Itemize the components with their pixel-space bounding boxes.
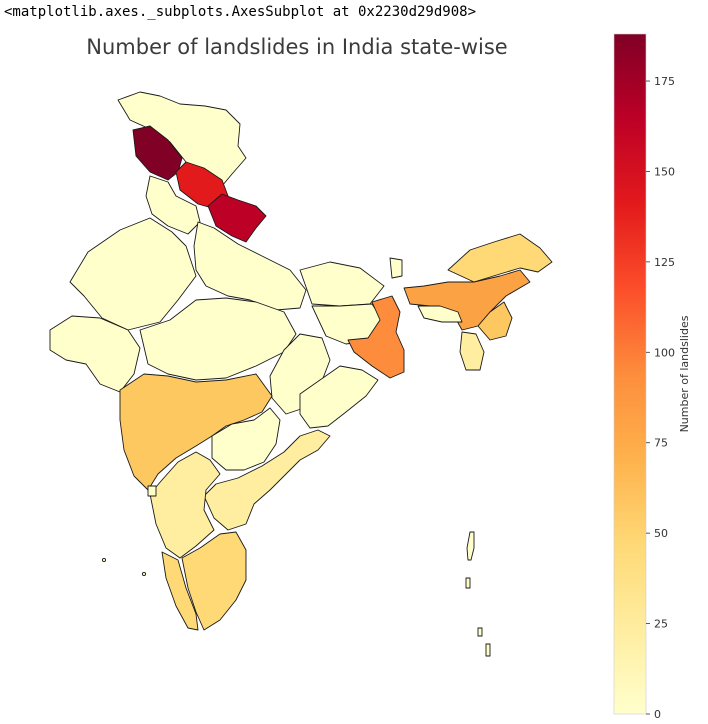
state-goa bbox=[147, 485, 157, 497]
state-telangana bbox=[211, 407, 281, 471]
state-andaman-nicobar bbox=[465, 531, 491, 657]
chart-title: Number of landslides in India state-wise bbox=[86, 35, 507, 59]
colorbar-tick-label: 25 bbox=[654, 618, 668, 631]
state-mizoram-tripura bbox=[459, 331, 485, 371]
colorbar: 0 25 50 75 100 125 150 175 Number of landslides bbox=[613, 33, 691, 721]
state-punjab-haryana bbox=[145, 175, 201, 235]
state-tamil-nadu bbox=[181, 531, 247, 631]
state-maharashtra bbox=[119, 373, 273, 491]
state-kerala bbox=[161, 551, 199, 631]
state-odisha bbox=[299, 365, 379, 429]
colorbar-label: Number of landslides bbox=[678, 315, 691, 432]
state-arunachal-pradesh bbox=[447, 233, 553, 283]
state-bihar bbox=[299, 261, 385, 307]
state-lakshadweep bbox=[101, 557, 107, 563]
colorbar-tick-label: 0 bbox=[654, 708, 661, 721]
state-gujarat bbox=[49, 315, 141, 393]
state-karnataka bbox=[149, 451, 221, 559]
colorbar-tick-label: 175 bbox=[654, 75, 675, 88]
colorbar-tick-label: 125 bbox=[654, 256, 675, 269]
state-andhra-pradesh bbox=[203, 429, 331, 531]
colorbar-gradient bbox=[613, 33, 647, 715]
india-map bbox=[49, 91, 553, 657]
state-madhya-pradesh bbox=[139, 297, 297, 381]
colorbar-tick-label: 75 bbox=[654, 437, 668, 450]
colorbar-tick-label: 50 bbox=[654, 527, 668, 540]
colorbar-tick-label: 100 bbox=[654, 346, 675, 359]
state-west-bengal bbox=[347, 295, 405, 379]
cell-output-repr: <matplotlib.axes._subplots.AxesSubplot a… bbox=[4, 4, 477, 20]
colorbar-tick-label: 150 bbox=[654, 165, 675, 178]
state-rajasthan bbox=[69, 217, 197, 331]
state-meghalaya bbox=[417, 305, 463, 323]
state-uttar-pradesh bbox=[193, 221, 307, 311]
state-lakshadweep-2 bbox=[141, 571, 147, 577]
state-sikkim bbox=[389, 257, 403, 279]
state-nagaland-manipur bbox=[477, 301, 513, 341]
state-sikkim-region bbox=[207, 193, 267, 243]
colorbar-ticks: 0 25 50 75 100 125 150 175 bbox=[646, 75, 675, 721]
